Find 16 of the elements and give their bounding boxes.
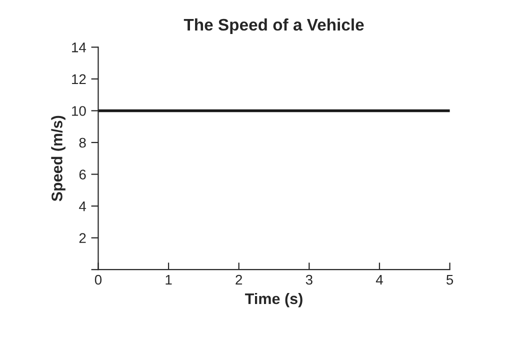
x-tick-label: 4 [376, 274, 383, 285]
y-tick-label: 4 [79, 202, 86, 212]
chart-title: The Speed of a Vehicle [184, 18, 364, 34]
y-tick-label: 8 [79, 138, 86, 148]
y-axis-title: Speed (m/s) [51, 116, 66, 202]
y-tick-label: 6 [79, 170, 86, 180]
x-axis-title: Time (s) [245, 292, 302, 308]
y-tick-label: 10 [72, 106, 86, 116]
y-tick-label: 14 [72, 42, 86, 52]
y-tick-label: 12 [72, 74, 86, 84]
x-tick-label: 2 [236, 274, 242, 285]
y-tick-label: 2 [79, 233, 86, 243]
x-tick-label: 5 [446, 274, 454, 285]
x-tick-label: 1 [166, 274, 172, 285]
x-tick-label: 0 [94, 274, 102, 285]
x-tick-label: 3 [306, 274, 312, 285]
